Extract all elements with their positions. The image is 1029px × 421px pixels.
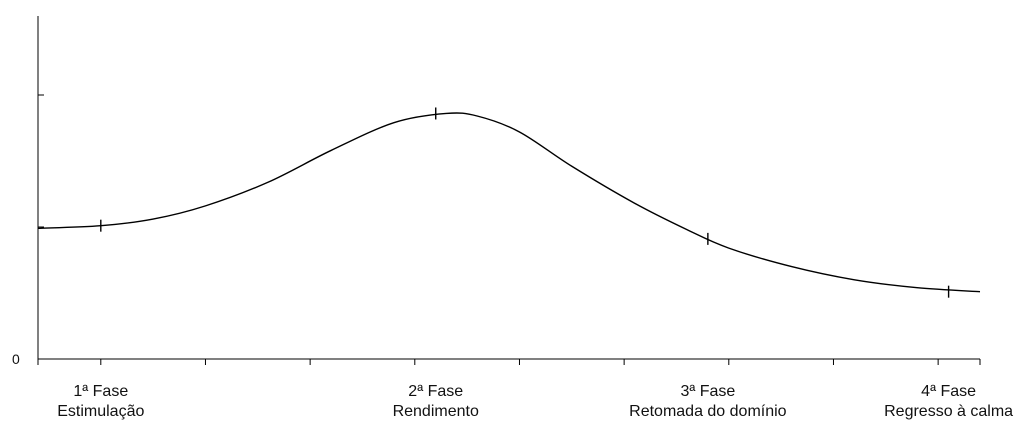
phase-name-label: Rendimento: [393, 403, 479, 420]
phase-number-label: 4ª Fase: [921, 383, 976, 400]
phase-number-label: 3ª Fase: [680, 383, 735, 400]
phase-name-label: Regresso à calma: [884, 403, 1013, 420]
performance-curve: [37, 112, 981, 293]
y-ticks: [38, 94, 44, 360]
phase-name-label: Estimulação: [57, 403, 144, 420]
phase-number-label: 2ª Fase: [408, 383, 463, 400]
phase-name-label: Retomada do domínio: [629, 403, 787, 420]
phase-number-label: 1ª Fase: [73, 383, 128, 400]
phase-markers: [100, 107, 950, 298]
x-ticks: [37, 359, 981, 365]
axes: [37, 16, 980, 360]
y-tick-label-zero: 0: [12, 351, 20, 367]
phase-labels: 1ª Fase Estimulação 2ª Fase Rendimento 3ª Fa…: [57, 383, 1013, 420]
